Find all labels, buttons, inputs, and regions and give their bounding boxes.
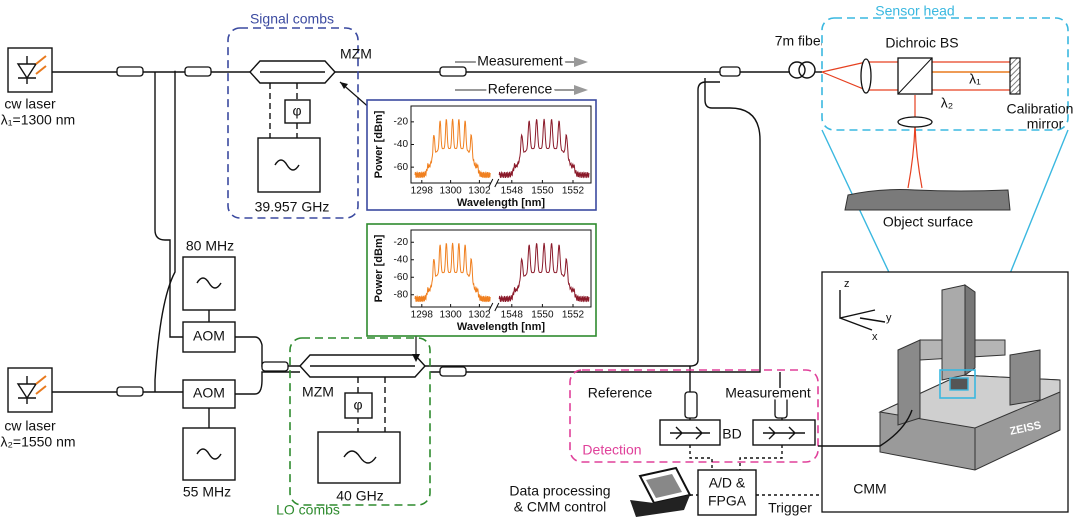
group-title: Signal combs [250,11,334,27]
x-tick-label: 1552 [562,310,585,321]
trigger-label: Trigger [768,500,812,516]
mirror-label: mirror [1027,116,1064,132]
y-axis-label: Power [dBm] [373,234,385,302]
laser-wavelength: λ₁=1300 nm [1,112,75,128]
x-tick-label: 1298 [411,310,434,321]
converter-label: A/D & [709,475,746,491]
laser-name: cw laser [4,96,56,112]
reference-arm: Reference [488,81,553,97]
axis-label: z [844,278,850,290]
x-tick-label: 1552 [562,186,585,197]
group-title: Sensor head [875,3,954,19]
phase-shifter: φ [353,397,362,413]
y-tick-label: -20 [394,116,409,127]
aom-driver: 55 MHz [183,484,231,500]
laser-2: cw laser λ₂=1550 nm [0,368,75,450]
measurement-arm: Measurement [477,53,563,69]
y-tick-label: -80 [394,289,409,300]
beam-label: λ₂ [941,95,953,111]
rf-frequency: 40 GHz [336,488,383,504]
axis-label: y [886,312,892,324]
splitter: Dichroic BS [885,35,958,51]
beam-label: λ₁ [969,71,981,87]
modulator: MZM [302,384,334,400]
group-title: Detection [582,442,641,458]
x-axis-label: Wavelength [nm] [457,321,546,333]
cmm-label: CMM [853,481,886,497]
y-tick-label: -40 [394,254,409,265]
x-axis-label: Wavelength [nm] [457,197,546,209]
aom-section: 80 MHz AOM AOM 55 MHz [183,238,235,500]
detector-input: Measurement [725,385,811,401]
path-labels: Measurement Reference 7m fiber [455,33,826,97]
fiber-label: 7m fiber [775,33,826,49]
y-tick-label: -60 [394,162,409,173]
x-tick-label: 1300 [439,186,462,197]
converter-label: FPGA [708,493,747,509]
y-axis-label: Power [dBm] [373,110,385,178]
group-title: LO combs [276,502,340,518]
aom: AOM [193,328,225,344]
x-tick-label: 1548 [501,310,524,321]
mirror-label: Calibration [1007,101,1074,117]
axis-label: x [872,331,878,343]
laser-1: cw laser λ₁=1300 nm [1,48,75,128]
lo-combs: LO combs MZM φ 40 GHz [276,336,430,518]
rf-frequency: 39.957 GHz [255,199,330,215]
x-tick-label: 1550 [531,310,554,321]
laser-wavelength: λ₂=1550 nm [0,434,75,450]
setup-diagram: cw laser λ₁=1300 nm cw laser λ₂=1550 nm … [0,0,1076,520]
computer-label: & CMM control [514,499,607,515]
signal-combs: Signal combs MZM φ 39.957 GHz [228,11,372,218]
x-tick-label: 1548 [501,186,524,197]
electronics: A/D & FPGA Trigger Data processing & CMM… [509,468,822,517]
aom-driver: 80 MHz [186,238,234,254]
cmm: z y x ZEISS CMM [818,272,1068,512]
phase-shifter: φ [292,103,301,119]
detector-label: BD [722,426,741,442]
x-tick-label: 1302 [468,186,491,197]
computer-label: Data processing [509,483,610,499]
modulator: MZM [340,46,372,62]
target-label: Object surface [883,214,973,230]
y-tick-label: -20 [394,237,409,248]
aom: AOM [193,385,225,401]
laser-name: cw laser [4,418,56,434]
y-tick-label: -60 [394,272,409,283]
x-tick-label: 1302 [468,310,491,321]
y-tick-label: -40 [394,139,409,150]
x-tick-label: 1300 [439,310,462,321]
x-tick-label: 1550 [531,186,554,197]
x-tick-label: 1298 [411,186,434,197]
detection: Reference Measurement Detection BD [570,370,818,470]
detector-input: Reference [588,385,653,401]
